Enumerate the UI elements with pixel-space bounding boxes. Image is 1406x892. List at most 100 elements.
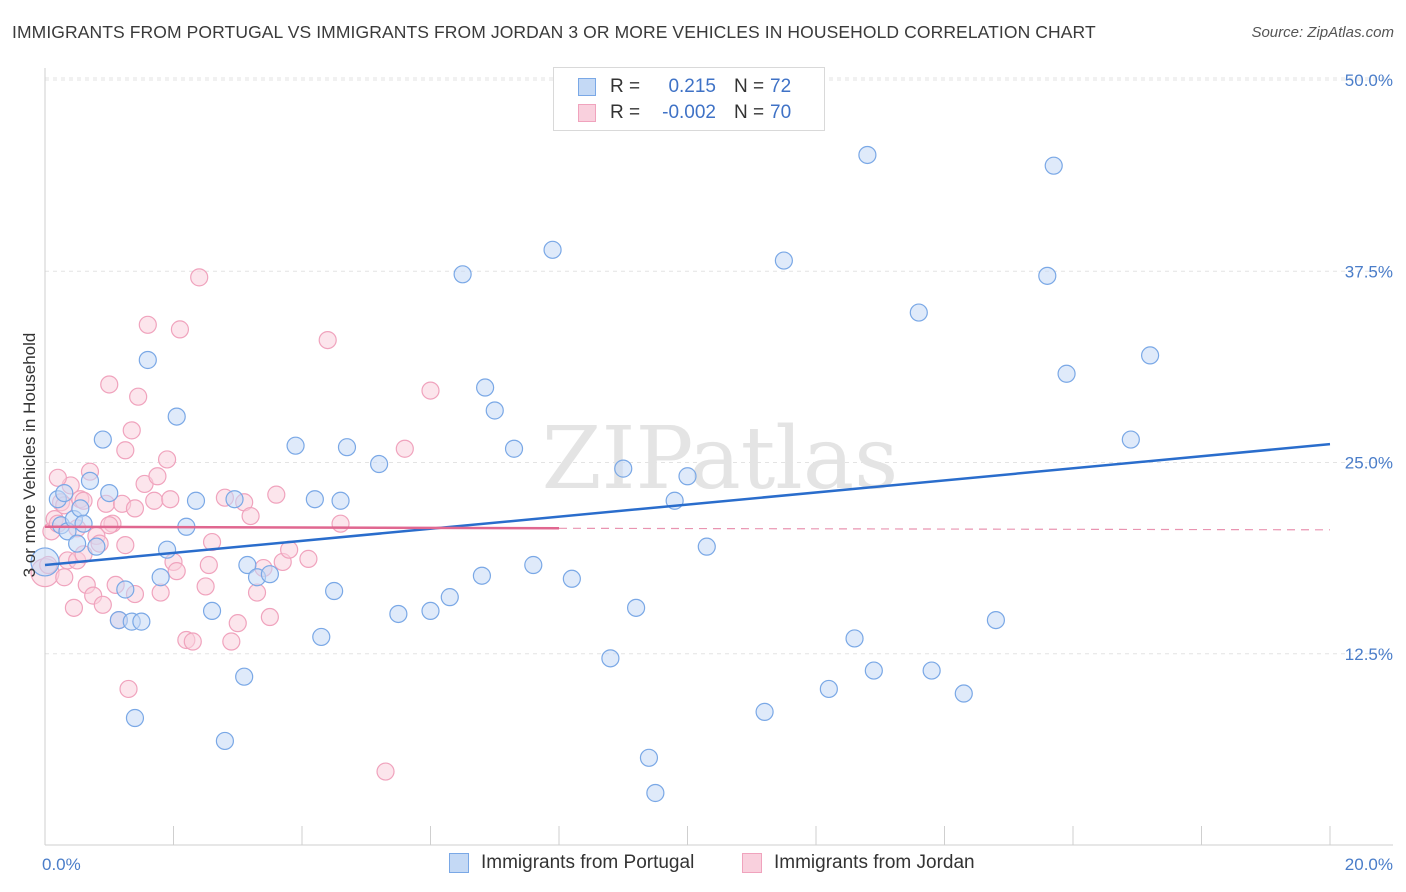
point-jordan	[331, 514, 350, 533]
point-portugal	[986, 610, 1006, 630]
point-portugal	[504, 439, 524, 458]
point-portugal	[646, 783, 665, 803]
chart-source: Source: ZipAtlas.com	[1251, 24, 1394, 41]
x-tick-label: 20.0%	[1345, 855, 1393, 874]
y-tick-label: 37.5%	[1345, 262, 1393, 281]
legend-label-portugal: Immigrants from Portugal	[481, 852, 695, 873]
point-jordan	[199, 555, 218, 575]
point-jordan	[100, 516, 119, 535]
legend-n-value: 72	[770, 76, 792, 97]
legend-r-value: 0.215	[668, 76, 716, 97]
point-portugal	[601, 649, 620, 668]
series-jordan-points	[30, 268, 440, 781]
point-portugal	[562, 569, 581, 588]
legend-item-portugal: Immigrants from Portugal	[449, 852, 694, 874]
legend-n-label: N =	[734, 76, 765, 97]
point-portugal	[132, 612, 151, 631]
point-portugal	[116, 580, 135, 599]
point-portugal	[100, 484, 119, 503]
point-jordan	[167, 562, 186, 581]
point-jordan	[64, 598, 84, 617]
point-portugal	[167, 407, 186, 426]
point-portugal	[68, 534, 87, 553]
point-portugal	[922, 661, 941, 680]
point-jordan	[100, 375, 119, 394]
point-portugal	[678, 467, 697, 486]
point-portugal	[389, 604, 408, 624]
point-jordan	[161, 490, 180, 509]
point-jordan	[148, 467, 167, 486]
point-jordan	[145, 491, 164, 510]
point-jordan	[267, 485, 286, 504]
y-tick-label: 12.5%	[1345, 645, 1393, 664]
point-portugal	[87, 537, 106, 556]
point-portugal	[1057, 364, 1076, 383]
point-portugal	[312, 627, 331, 647]
legend-swatch-portugal	[449, 853, 469, 873]
point-jordan	[190, 268, 209, 287]
point-portugal	[55, 484, 74, 503]
point-portugal	[337, 438, 357, 457]
point-jordan	[157, 450, 177, 469]
point-portugal	[325, 581, 344, 601]
point-jordan	[48, 468, 67, 487]
watermark: ZIPatlas	[542, 409, 898, 509]
point-portugal	[202, 601, 222, 621]
point-portugal	[755, 702, 774, 721]
point-jordan	[260, 607, 279, 627]
point-portugal	[370, 454, 389, 474]
point-portugal	[305, 490, 324, 509]
point-portugal	[1038, 266, 1057, 285]
axes	[44, 68, 1393, 846]
trend-line-jordan	[44, 525, 560, 530]
point-portugal	[864, 661, 883, 680]
trend-line-jordan-extension	[558, 527, 1331, 531]
point-portugal	[186, 491, 206, 510]
point-jordan	[116, 536, 135, 555]
point-portugal	[260, 565, 279, 584]
point-portugal	[30, 547, 60, 577]
point-portugal	[472, 566, 491, 585]
point-jordan	[170, 320, 190, 339]
point-portugal	[639, 748, 659, 767]
point-portugal	[614, 459, 633, 478]
point-portugal	[1121, 430, 1140, 449]
point-portugal	[774, 251, 793, 270]
point-portugal	[626, 598, 646, 617]
y-axis-label: 3 or more Vehicles in Household	[20, 333, 39, 578]
y-tick-label: 50.0%	[1345, 71, 1393, 90]
point-jordan	[202, 532, 222, 552]
point-portugal	[71, 499, 90, 518]
point-portugal	[543, 240, 562, 259]
point-portugal	[440, 588, 459, 607]
point-portugal	[80, 471, 100, 490]
point-portugal	[93, 430, 112, 449]
point-portugal	[238, 555, 257, 575]
legend-swatch-portugal	[578, 78, 596, 96]
point-jordan	[222, 632, 241, 651]
point-portugal	[909, 303, 928, 322]
series-portugal-points	[30, 145, 1160, 803]
chart-title: IMMIGRANTS FROM PORTUGAL VS IMMIGRANTS F…	[12, 22, 1096, 42]
legend-row-jordan: R = -0.002 N = 70	[578, 100, 791, 126]
point-jordan	[376, 762, 395, 781]
point-jordan	[299, 549, 318, 568]
point-portugal	[215, 731, 234, 751]
point-jordan	[421, 381, 440, 400]
point-portugal	[453, 265, 472, 284]
point-jordan	[125, 499, 145, 518]
point-jordan	[395, 439, 414, 458]
point-jordan	[183, 632, 202, 651]
point-portugal	[74, 514, 93, 533]
trend-lines	[44, 442, 1331, 567]
point-jordan	[196, 577, 215, 596]
point-portugal	[331, 491, 350, 510]
x-tick-label: 0.0%	[42, 855, 81, 874]
point-portugal	[858, 145, 877, 165]
point-portugal	[954, 684, 973, 703]
legend-row-portugal: R = 0.215 N = 72	[578, 74, 791, 100]
legend-swatch-jordan	[742, 853, 762, 873]
point-portugal	[151, 568, 170, 587]
y-tick-label: 25.0%	[1345, 454, 1393, 473]
